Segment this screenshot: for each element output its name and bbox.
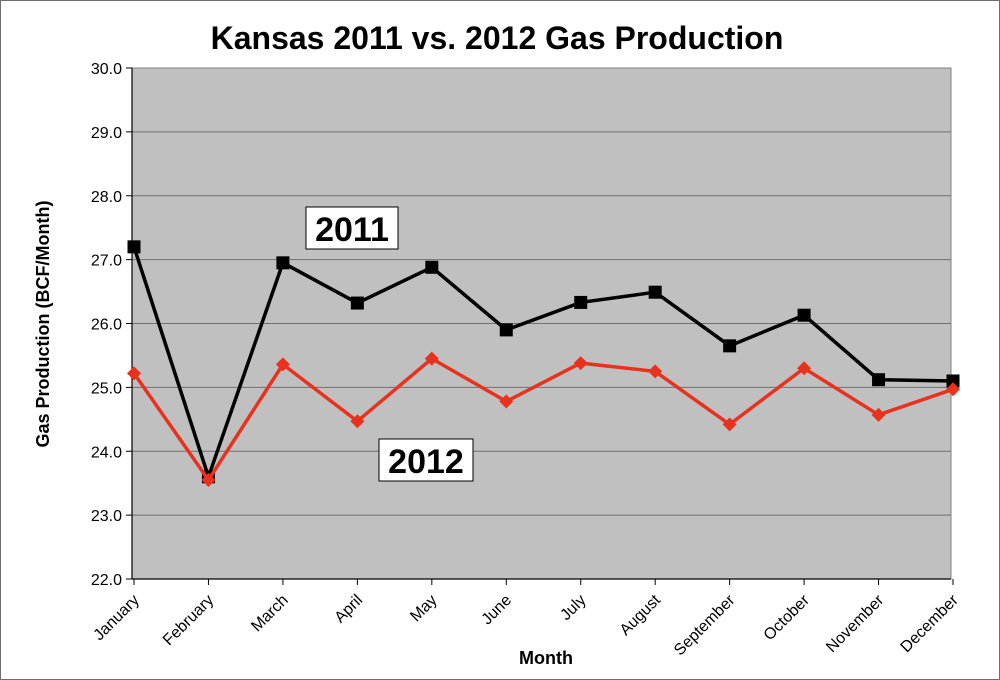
x-tick-label: March xyxy=(248,592,291,635)
data-point-2012 xyxy=(871,407,886,422)
data-point-2011 xyxy=(872,373,886,387)
y-tick-label: 30.0 xyxy=(91,61,122,78)
x-tick-label: December xyxy=(898,591,963,656)
gridlines xyxy=(132,131,951,516)
data-point-2011 xyxy=(350,296,364,310)
x-axis-title: Month xyxy=(519,648,573,668)
data-point-2011 xyxy=(946,374,960,388)
y-tick-label: 26.0 xyxy=(91,317,122,334)
series-label-2011-text: 2011 xyxy=(315,211,389,249)
y-tick-label: 24.0 xyxy=(91,444,122,461)
series-label-2012: 2012 xyxy=(378,438,474,482)
y-tick-label: 22.0 xyxy=(91,572,122,589)
y-axis-title: Gas Production (BCF/Month) xyxy=(33,201,53,448)
x-tick-label: April xyxy=(332,592,367,627)
data-point-2011 xyxy=(276,256,290,270)
data-point-2012 xyxy=(722,417,737,432)
x-tick-label: November xyxy=(823,591,888,656)
data-point-2011 xyxy=(499,323,513,337)
y-tick-label: 25.0 xyxy=(91,380,122,397)
data-point-2012 xyxy=(797,361,812,376)
x-tick-label: August xyxy=(617,591,665,639)
data-point-2011 xyxy=(425,260,439,274)
y-tick-label: 29.0 xyxy=(91,125,122,142)
data-point-2011 xyxy=(574,295,588,309)
y-axis: 22.0 23.0 24.0 25.0 26.0 27.0 28.0 29.0 30.0 xyxy=(91,61,133,589)
x-tick-label: January xyxy=(91,592,143,644)
y-tick-label: 28.0 xyxy=(91,189,122,206)
series-label-2011: 2011 xyxy=(305,206,399,250)
data-point-2011 xyxy=(723,339,737,353)
data-point-2012 xyxy=(350,414,365,429)
data-point-2011 xyxy=(797,308,811,322)
y-tick-label: 23.0 xyxy=(91,508,122,525)
x-tick-label: July xyxy=(557,592,589,624)
series-layer xyxy=(127,240,960,487)
series-2012 xyxy=(127,351,960,487)
data-point-2012 xyxy=(648,364,663,379)
data-point-2012 xyxy=(201,472,216,487)
y-tick-label: 27.0 xyxy=(91,253,122,270)
x-tick-label: September xyxy=(671,591,739,659)
data-point-2012 xyxy=(275,357,290,372)
data-point-2011 xyxy=(648,285,662,299)
data-point-2011 xyxy=(127,240,141,254)
x-tick-label: May xyxy=(407,592,440,625)
series-label-2012-text: 2012 xyxy=(388,443,464,481)
data-point-2012 xyxy=(127,366,141,381)
series-line-2012 xyxy=(132,356,954,484)
series-line-2011 xyxy=(132,246,954,483)
x-tick-label: June xyxy=(479,592,516,629)
data-point-2012 xyxy=(946,382,960,397)
x-tick-label: February xyxy=(160,592,217,649)
x-tick-label: October xyxy=(761,591,814,644)
data-point-2012 xyxy=(499,394,514,409)
data-point-2012 xyxy=(424,351,439,366)
data-point-2012 xyxy=(573,356,588,371)
chart-title: Kansas 2011 vs. 2012 Gas Production xyxy=(211,20,784,56)
